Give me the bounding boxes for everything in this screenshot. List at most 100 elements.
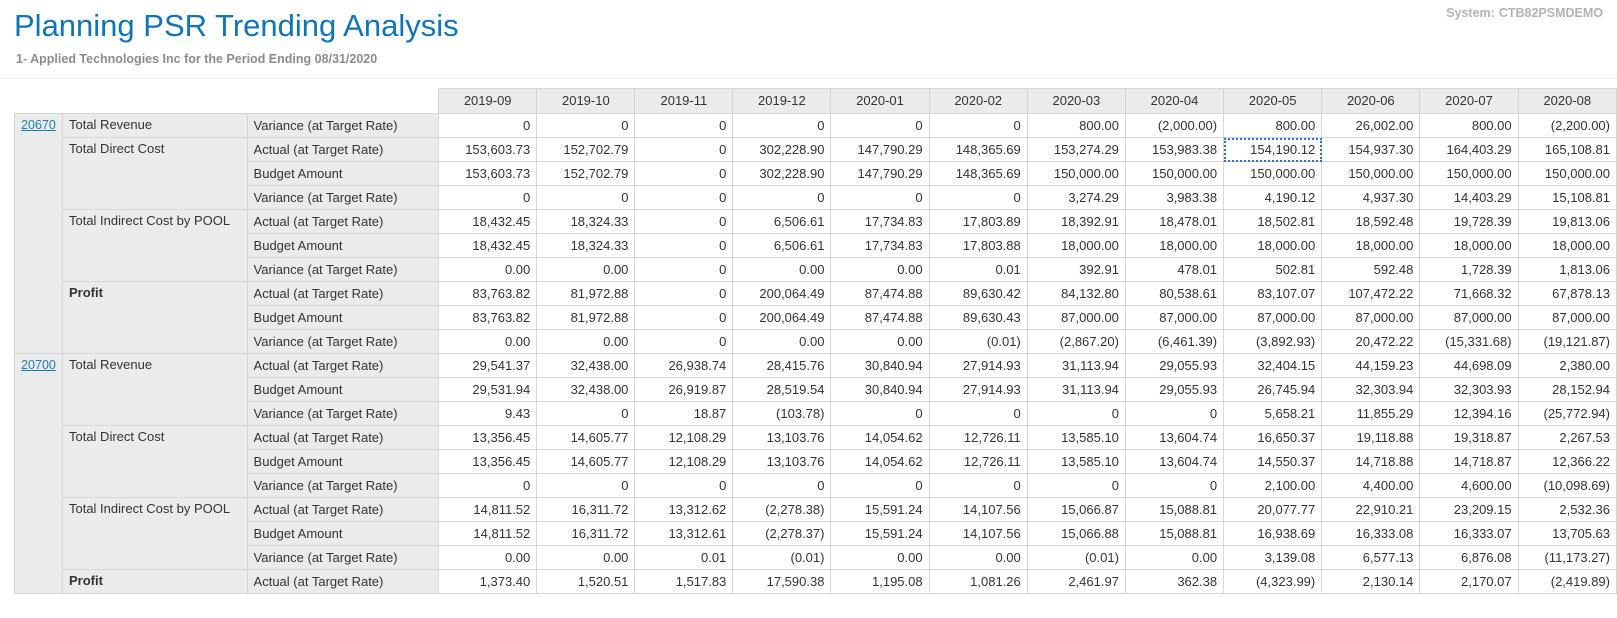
project-id-link[interactable]: 20700 — [21, 358, 56, 372]
data-cell[interactable]: 89,630.42 — [928, 281, 1028, 306]
data-cell[interactable]: 67,878.13 — [1517, 281, 1617, 306]
data-cell[interactable]: 0.00 — [928, 545, 1028, 570]
data-cell[interactable]: 0 — [536, 401, 636, 426]
data-cell[interactable]: 81,972.88 — [536, 281, 636, 306]
table-row[interactable]: Variance (at Target Rate) 0.00 0.00 0.01 (0.… — [15, 545, 1617, 570]
data-cell[interactable]: 83,107.07 — [1223, 281, 1323, 306]
data-cell[interactable]: 26,938.74 — [634, 353, 734, 378]
table-row[interactable]: Budget Amount 14,811.52 16,311.72 13,312.61… — [15, 521, 1617, 546]
data-cell[interactable]: 27,914.93 — [928, 353, 1028, 378]
data-cell[interactable]: 0 — [634, 305, 734, 330]
data-cell[interactable]: 16,311.72 — [536, 497, 636, 522]
data-cell[interactable]: 14,605.77 — [536, 425, 636, 450]
column-header-2019-11[interactable]: 2019-11 — [634, 88, 734, 114]
data-cell[interactable]: 150,000.00 — [1026, 161, 1126, 186]
data-cell[interactable]: 87,474.88 — [830, 281, 930, 306]
table-row[interactable]: Variance (at Target Rate) 0.00 0.00 0 0.00 0.… — [15, 329, 1617, 354]
selected-cell[interactable]: 154,190.12 — [1223, 137, 1323, 162]
data-cell[interactable]: 84,132.80 — [1026, 281, 1126, 306]
data-cell[interactable]: 0.00 — [732, 329, 832, 354]
data-cell[interactable]: 148,365.69 — [928, 161, 1028, 186]
data-cell[interactable]: 80,538.61 — [1124, 281, 1225, 306]
data-cell[interactable]: 302,228.90 — [732, 137, 832, 162]
data-cell[interactable]: 1,520.51 — [536, 569, 636, 594]
data-cell[interactable]: 0 — [732, 185, 832, 210]
data-cell[interactable]: 19,318.87 — [1419, 425, 1519, 450]
data-cell[interactable]: 81,972.88 — [536, 305, 636, 330]
column-header-2020-05[interactable]: 2020-05 — [1223, 88, 1323, 114]
data-cell[interactable]: 13,356.45 — [438, 449, 538, 474]
data-cell[interactable]: 0 — [634, 473, 734, 498]
data-cell[interactable]: 153,983.38 — [1124, 137, 1225, 162]
data-cell[interactable]: 89,630.43 — [928, 305, 1028, 330]
data-cell[interactable]: 147,790.29 — [830, 137, 930, 162]
data-cell[interactable]: 17,590.38 — [732, 569, 832, 594]
data-cell[interactable]: (0.01) — [928, 329, 1028, 354]
data-cell[interactable]: 87,474.88 — [830, 305, 930, 330]
data-cell[interactable]: 2,461.97 — [1026, 569, 1126, 594]
data-cell[interactable]: (2,278.38) — [732, 497, 832, 522]
data-cell[interactable]: 0 — [1124, 473, 1225, 498]
column-header-2020-03[interactable]: 2020-03 — [1026, 88, 1126, 114]
data-cell[interactable]: 44,159.23 — [1321, 353, 1421, 378]
data-cell[interactable]: 26,745.94 — [1223, 377, 1323, 402]
data-cell[interactable]: 18,432.45 — [438, 209, 538, 234]
data-cell[interactable]: 0 — [634, 161, 734, 186]
data-cell[interactable]: 32,303.94 — [1321, 377, 1421, 402]
data-cell[interactable]: 150,000.00 — [1517, 161, 1617, 186]
data-cell[interactable]: 26,002.00 — [1321, 113, 1421, 138]
data-cell[interactable]: 502.81 — [1223, 257, 1323, 282]
data-cell[interactable]: 153,603.73 — [438, 161, 538, 186]
data-cell[interactable]: 302,228.90 — [732, 161, 832, 186]
data-cell[interactable]: 15,066.88 — [1026, 521, 1126, 546]
column-header-2019-09[interactable]: 2019-09 — [438, 88, 538, 114]
data-cell[interactable]: 0.00 — [536, 545, 636, 570]
data-cell[interactable]: 15,591.24 — [830, 497, 930, 522]
data-cell[interactable]: 148,365.69 — [928, 137, 1028, 162]
data-cell[interactable]: 0.00 — [830, 329, 930, 354]
data-cell[interactable]: 18,000.00 — [1419, 233, 1519, 258]
data-cell[interactable]: 18,324.33 — [536, 233, 636, 258]
data-cell[interactable]: (15,331.68) — [1419, 329, 1519, 354]
table-row[interactable]: Total Direct Cost Actual (at Target Rate)… — [15, 137, 1617, 210]
data-cell[interactable]: 200,064.49 — [732, 281, 832, 306]
data-cell[interactable]: 19,813.06 — [1517, 209, 1617, 234]
data-cell[interactable]: 20,472.22 — [1321, 329, 1421, 354]
data-cell[interactable]: 800.00 — [1223, 113, 1323, 138]
table-row[interactable]: Variance (at Target Rate) 0 0 0 0 0 0 0 0 2,100.0… — [15, 473, 1617, 498]
data-cell[interactable]: 14,811.52 — [438, 521, 538, 546]
data-cell[interactable]: 1,195.08 — [830, 569, 930, 594]
table-row[interactable]: Budget Amount 153,603.73 152,702.79 0 302,22… — [15, 161, 1617, 186]
data-cell[interactable]: 87,000.00 — [1124, 305, 1225, 330]
data-cell[interactable]: 28,152.94 — [1517, 377, 1617, 402]
data-cell[interactable]: 14,718.87 — [1419, 449, 1519, 474]
table-row[interactable]: Budget Amount 29,531.94 32,438.00 26,919.87… — [15, 377, 1617, 402]
data-cell[interactable]: 200,064.49 — [732, 305, 832, 330]
data-cell[interactable]: 0.00 — [732, 257, 832, 282]
data-cell[interactable]: 0.00 — [438, 257, 538, 282]
data-cell[interactable]: 152,702.79 — [536, 161, 636, 186]
table-row[interactable]: Profit Actual (at Target Rate) 1,373.40 1,5… — [15, 569, 1617, 594]
data-cell[interactable]: 71,668.32 — [1419, 281, 1519, 306]
data-cell[interactable]: 13,604.74 — [1124, 425, 1225, 450]
data-cell[interactable]: 29,531.94 — [438, 377, 538, 402]
column-header-2020-07[interactable]: 2020-07 — [1419, 88, 1519, 114]
data-cell[interactable]: 16,650.37 — [1223, 425, 1323, 450]
data-cell[interactable]: 13,705.63 — [1517, 521, 1617, 546]
data-cell[interactable]: 6,506.61 — [732, 233, 832, 258]
data-cell[interactable]: 14,054.62 — [830, 425, 930, 450]
data-cell[interactable]: 3,139.08 — [1223, 545, 1323, 570]
data-cell[interactable]: 478.01 — [1124, 257, 1225, 282]
data-cell[interactable]: 4,937.30 — [1321, 185, 1421, 210]
data-cell[interactable]: 6,577.13 — [1321, 545, 1421, 570]
table-row[interactable]: Total Direct Cost Actual (at Target Rate)… — [15, 425, 1617, 498]
data-cell[interactable]: (2,278.37) — [732, 521, 832, 546]
data-cell[interactable]: (25,772.94) — [1517, 401, 1617, 426]
data-cell[interactable]: 12,108.29 — [634, 449, 734, 474]
data-cell[interactable]: 392.91 — [1026, 257, 1126, 282]
data-cell[interactable]: 164,403.29 — [1419, 137, 1519, 162]
data-cell[interactable]: 0 — [1026, 401, 1126, 426]
data-cell[interactable]: 18,502.81 — [1223, 209, 1323, 234]
data-cell[interactable]: 15,088.81 — [1124, 521, 1225, 546]
data-cell[interactable]: 0.00 — [1124, 545, 1225, 570]
